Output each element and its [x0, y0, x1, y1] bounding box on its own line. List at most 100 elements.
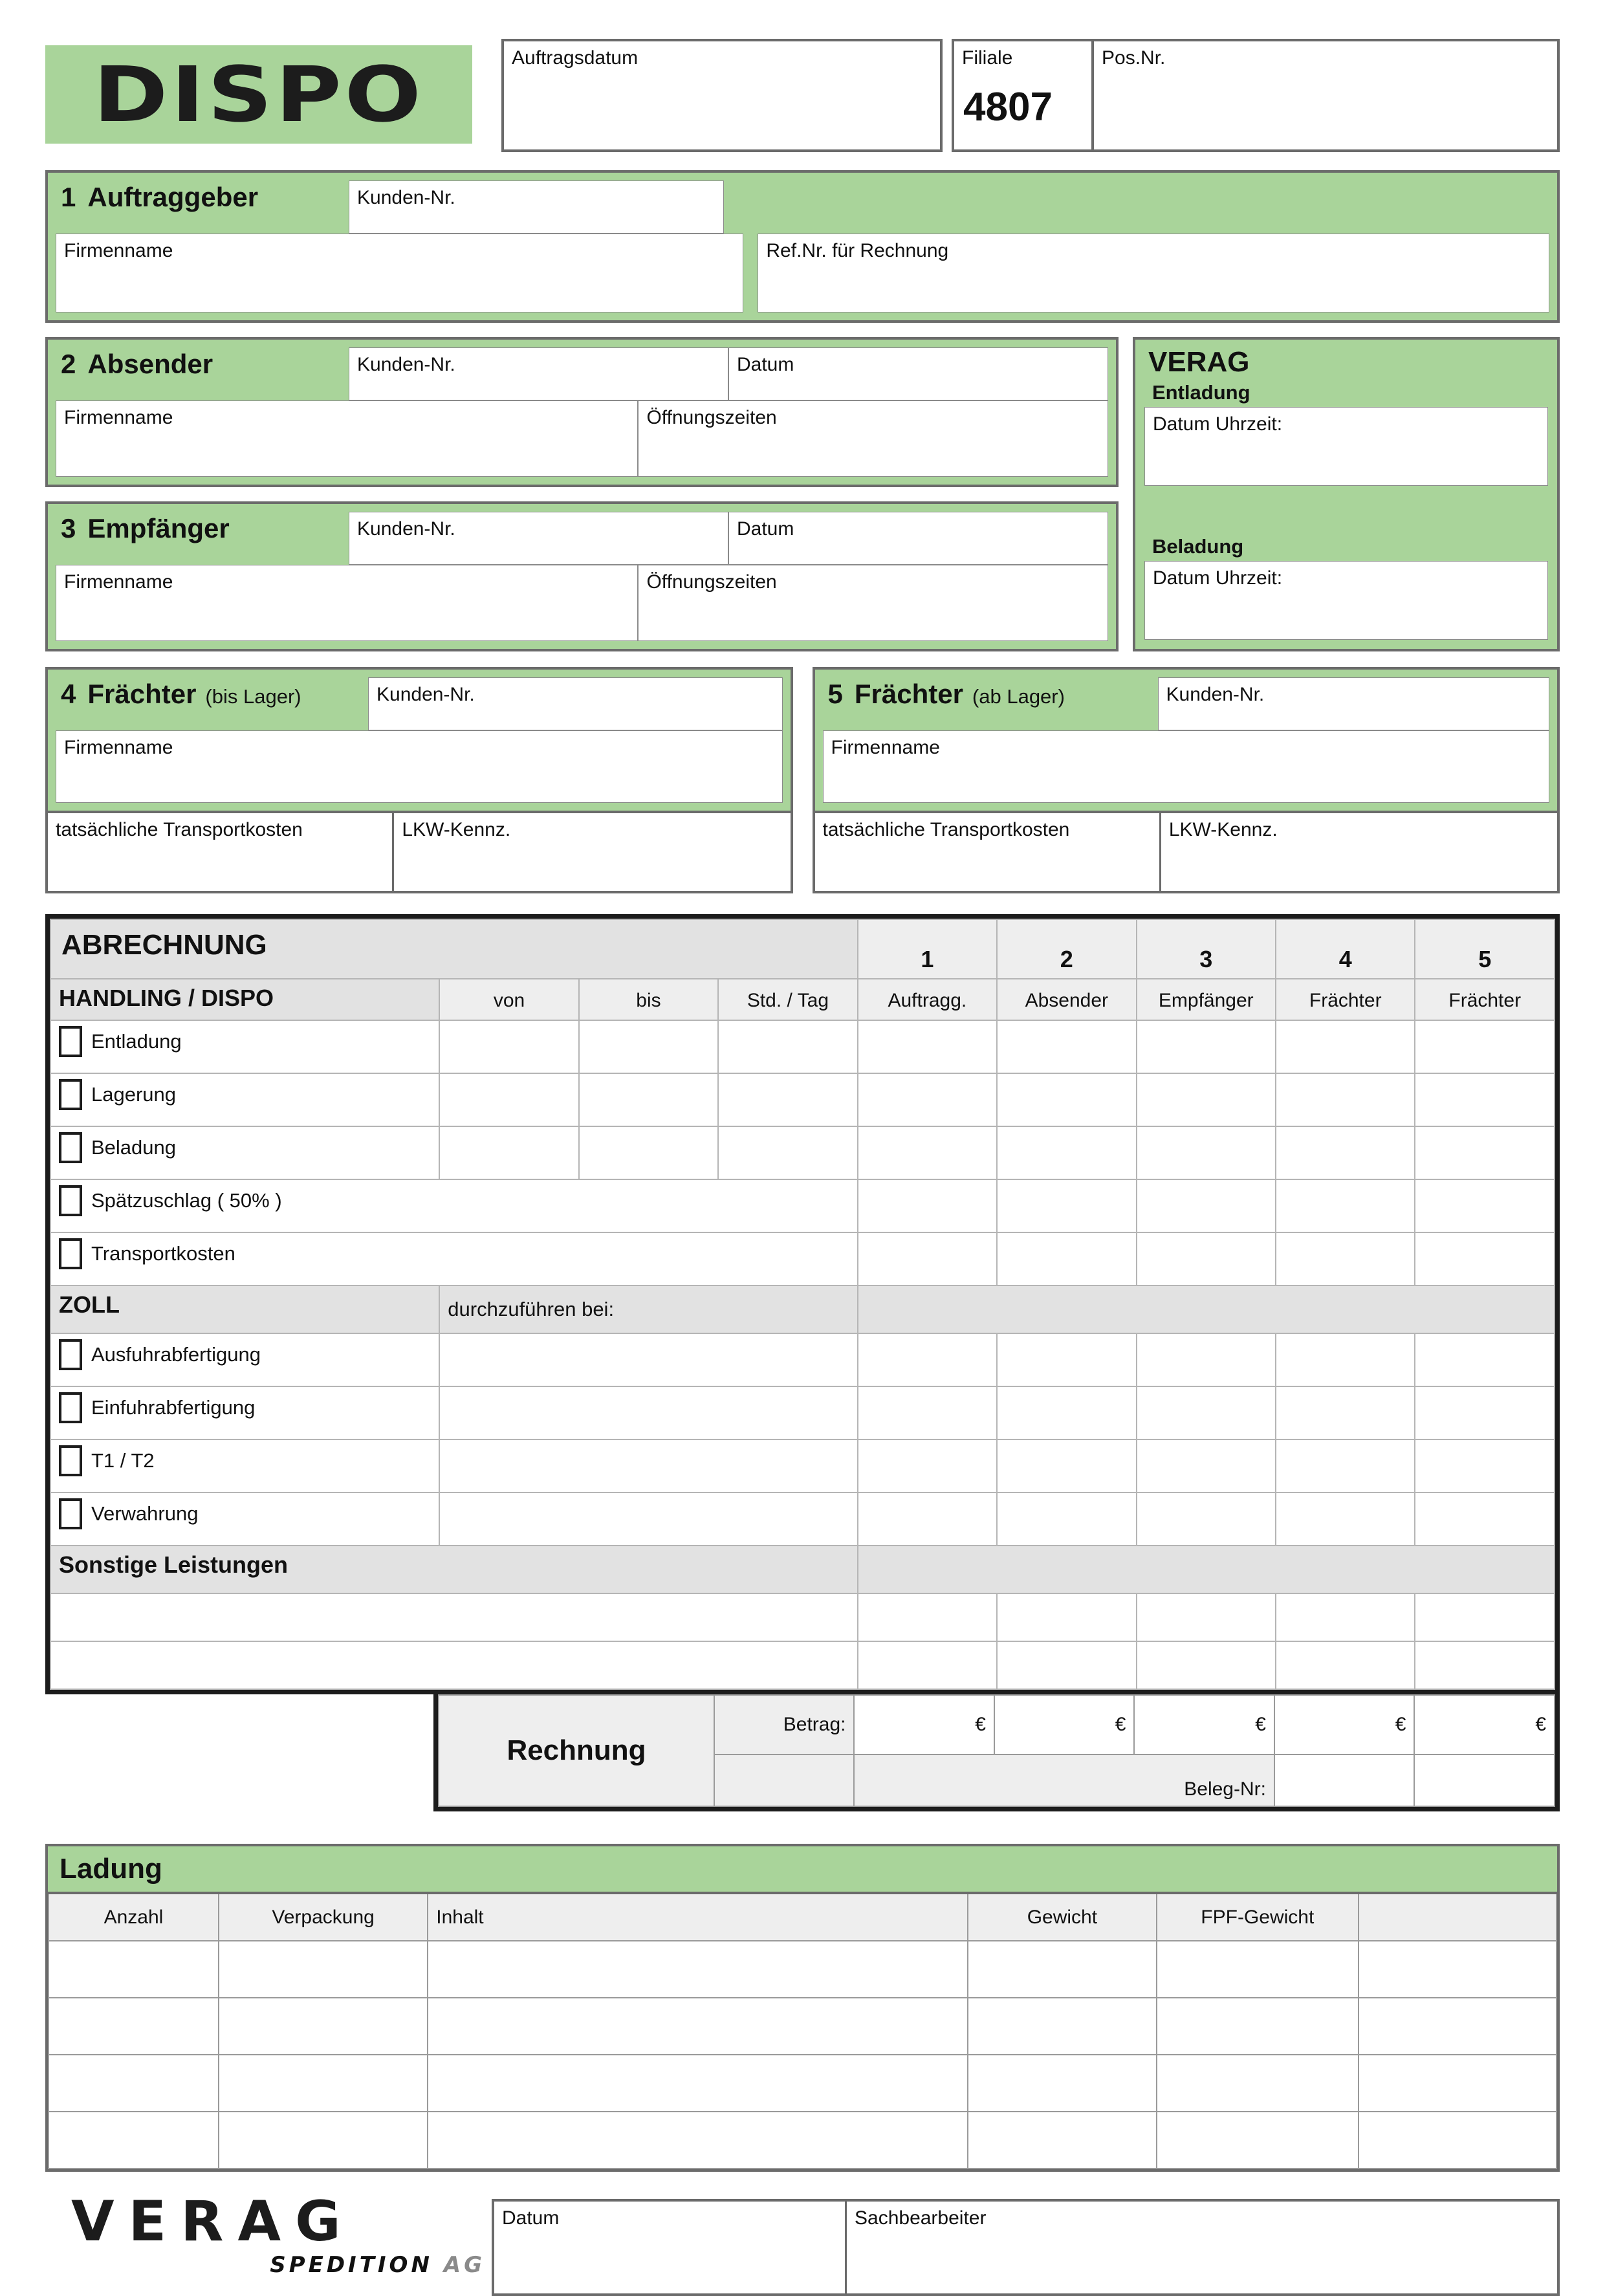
- ladung-r3-extra[interactable]: [1357, 2054, 1558, 2112]
- cell-beladung-bis[interactable]: [578, 1126, 719, 1180]
- auftraggeber-firmenname-input[interactable]: Firmenname: [56, 234, 744, 312]
- cell-spaetzuschlag-p2[interactable]: [996, 1179, 1137, 1233]
- cell-t1t2-notes[interactable]: [439, 1439, 858, 1493]
- absender-kundennr-input[interactable]: Kunden-Nr.: [349, 347, 728, 400]
- cell-beladung-p3[interactable]: [1135, 1126, 1277, 1180]
- cell-t1t2-p1[interactable]: [857, 1439, 998, 1493]
- sonstige-row-1-p5[interactable]: [1414, 1593, 1555, 1642]
- sonstige-row-2-p3[interactable]: [1135, 1641, 1277, 1690]
- row-entladung-label-cell[interactable]: Entladung: [49, 1020, 441, 1074]
- checkbox-lagerung[interactable]: [59, 1079, 82, 1110]
- ladung-r2-inhalt[interactable]: [427, 1997, 968, 2055]
- cell-entladung-p5[interactable]: [1414, 1020, 1555, 1074]
- ladung-r2-anzahl[interactable]: [48, 1997, 219, 2055]
- posnr-field[interactable]: Pos.Nr.: [1094, 39, 1560, 152]
- fraechter5-kundennr-input[interactable]: Kunden-Nr.: [1157, 677, 1549, 730]
- checkbox-ausfuhrabfertigung[interactable]: [59, 1339, 82, 1370]
- ladung-r4-extra[interactable]: [1357, 2111, 1558, 2169]
- checkbox-transportkosten[interactable]: [59, 1238, 82, 1269]
- cell-entladung-p2[interactable]: [996, 1020, 1137, 1074]
- auftraggeber-kundennr-input[interactable]: Kunden-Nr.: [349, 180, 724, 234]
- cell-ausfuhr-p4[interactable]: [1274, 1333, 1416, 1387]
- ladung-r1-anzahl[interactable]: [48, 1940, 219, 1998]
- cell-einfuhr-p3[interactable]: [1135, 1386, 1277, 1440]
- cell-ausfuhr-p2[interactable]: [996, 1333, 1137, 1387]
- fraechter5-firmenname-input[interactable]: Firmenname: [822, 730, 1549, 803]
- cell-verwahrung-p4[interactable]: [1274, 1492, 1416, 1546]
- ladung-r1-inhalt[interactable]: [427, 1940, 968, 1998]
- checkbox-t1-t2[interactable]: [59, 1445, 82, 1476]
- row-t1t2-label-cell[interactable]: T1 / T2: [49, 1439, 441, 1493]
- sonstige-row-1-p1[interactable]: [857, 1593, 998, 1642]
- cell-verwahrung-notes[interactable]: [439, 1492, 858, 1546]
- checkbox-einfuhrabfertigung[interactable]: [59, 1392, 82, 1423]
- absender-oeffnungszeiten-input[interactable]: Öffnungszeiten: [638, 400, 1108, 477]
- cell-ausfuhr-p1[interactable]: [857, 1333, 998, 1387]
- betrag-p1[interactable]: €: [853, 1694, 995, 1755]
- row-beladung-label-cell[interactable]: Beladung: [49, 1126, 441, 1180]
- ladung-r4-inhalt[interactable]: [427, 2111, 968, 2169]
- row-verwahrung-label-cell[interactable]: Verwahrung: [49, 1492, 441, 1546]
- cell-ausfuhr-notes[interactable]: [439, 1333, 858, 1387]
- cell-beladung-p1[interactable]: [857, 1126, 998, 1180]
- ladung-r4-fpf[interactable]: [1156, 2111, 1359, 2169]
- betrag-p2[interactable]: €: [993, 1694, 1135, 1755]
- cell-t1t2-p2[interactable]: [996, 1439, 1137, 1493]
- cell-beladung-p5[interactable]: [1414, 1126, 1555, 1180]
- cell-einfuhr-p5[interactable]: [1414, 1386, 1555, 1440]
- betrag-p5[interactable]: €: [1414, 1694, 1555, 1755]
- cell-verwahrung-p3[interactable]: [1135, 1492, 1277, 1546]
- verag-beladung-input[interactable]: Datum Uhrzeit:: [1144, 561, 1548, 640]
- cell-lagerung-p5[interactable]: [1414, 1073, 1555, 1127]
- ladung-r1-gewicht[interactable]: [966, 1940, 1158, 1998]
- verag-entladung-input[interactable]: Datum Uhrzeit:: [1144, 407, 1548, 486]
- cell-transportkosten-p3[interactable]: [1135, 1232, 1277, 1286]
- auftraggeber-refnr-input[interactable]: Ref.Nr. für Rechnung: [758, 234, 1549, 312]
- cell-beladung-p2[interactable]: [996, 1126, 1137, 1180]
- betrag-p4[interactable]: €: [1273, 1694, 1415, 1755]
- fraechter4-transportkosten-input[interactable]: tatsächliche Transportkosten: [48, 813, 395, 891]
- cell-transportkosten-p4[interactable]: [1274, 1232, 1416, 1286]
- fraechter4-lkw-input[interactable]: LKW-Kennz.: [394, 813, 791, 891]
- sonstige-row-2-p2[interactable]: [996, 1641, 1137, 1690]
- ladung-r2-fpf[interactable]: [1156, 1997, 1359, 2055]
- ladung-r4-verpackung[interactable]: [217, 2111, 429, 2169]
- cell-entladung-p1[interactable]: [857, 1020, 998, 1074]
- checkbox-verwahrung[interactable]: [59, 1498, 82, 1529]
- cell-spaetzuschlag-p5[interactable]: [1414, 1179, 1555, 1233]
- ladung-r1-fpf[interactable]: [1156, 1940, 1359, 1998]
- absender-datum-input[interactable]: Datum: [728, 347, 1108, 400]
- cell-entladung-bis[interactable]: [578, 1020, 719, 1074]
- cell-spaetzuschlag-p3[interactable]: [1135, 1179, 1277, 1233]
- fraechter4-firmenname-input[interactable]: Firmenname: [56, 730, 783, 803]
- ladung-r4-gewicht[interactable]: [966, 2111, 1158, 2169]
- auftragsdatum-field[interactable]: Auftragsdatum: [501, 39, 943, 152]
- cell-ausfuhr-p3[interactable]: [1135, 1333, 1277, 1387]
- cell-entladung-p4[interactable]: [1274, 1020, 1416, 1074]
- cell-transportkosten-p2[interactable]: [996, 1232, 1137, 1286]
- row-transportkosten-label-cell[interactable]: Transportkosten: [50, 1232, 858, 1286]
- cell-einfuhr-p1[interactable]: [857, 1386, 998, 1440]
- cell-t1t2-p4[interactable]: [1274, 1439, 1416, 1493]
- cell-beladung-std[interactable]: [717, 1126, 858, 1180]
- ladung-r3-fpf[interactable]: [1156, 2054, 1359, 2112]
- sonstige-row-2-text[interactable]: [50, 1641, 858, 1690]
- sonstige-row-1-p3[interactable]: [1135, 1593, 1277, 1642]
- cell-entladung-von[interactable]: [439, 1020, 580, 1074]
- cell-beladung-von[interactable]: [439, 1126, 580, 1180]
- sonstige-row-2-p5[interactable]: [1414, 1641, 1555, 1690]
- belegnr-input-1[interactable]: [1273, 1754, 1415, 1807]
- row-lagerung-label-cell[interactable]: Lagerung: [49, 1073, 441, 1127]
- belegnr-input-2[interactable]: [1414, 1754, 1555, 1807]
- ladung-r3-verpackung[interactable]: [217, 2054, 429, 2112]
- checkbox-beladung[interactable]: [59, 1132, 82, 1163]
- sonstige-row-2-p1[interactable]: [857, 1641, 998, 1690]
- cell-lagerung-p1[interactable]: [857, 1073, 998, 1127]
- ladung-r2-gewicht[interactable]: [966, 1997, 1158, 2055]
- cell-t1t2-p5[interactable]: [1414, 1439, 1555, 1493]
- empfaenger-datum-input[interactable]: Datum: [728, 512, 1108, 565]
- cell-lagerung-p2[interactable]: [996, 1073, 1137, 1127]
- cell-lagerung-von[interactable]: [439, 1073, 580, 1127]
- fraechter4-kundennr-input[interactable]: Kunden-Nr.: [368, 677, 783, 730]
- footer-datum-input[interactable]: Datum: [494, 2202, 847, 2293]
